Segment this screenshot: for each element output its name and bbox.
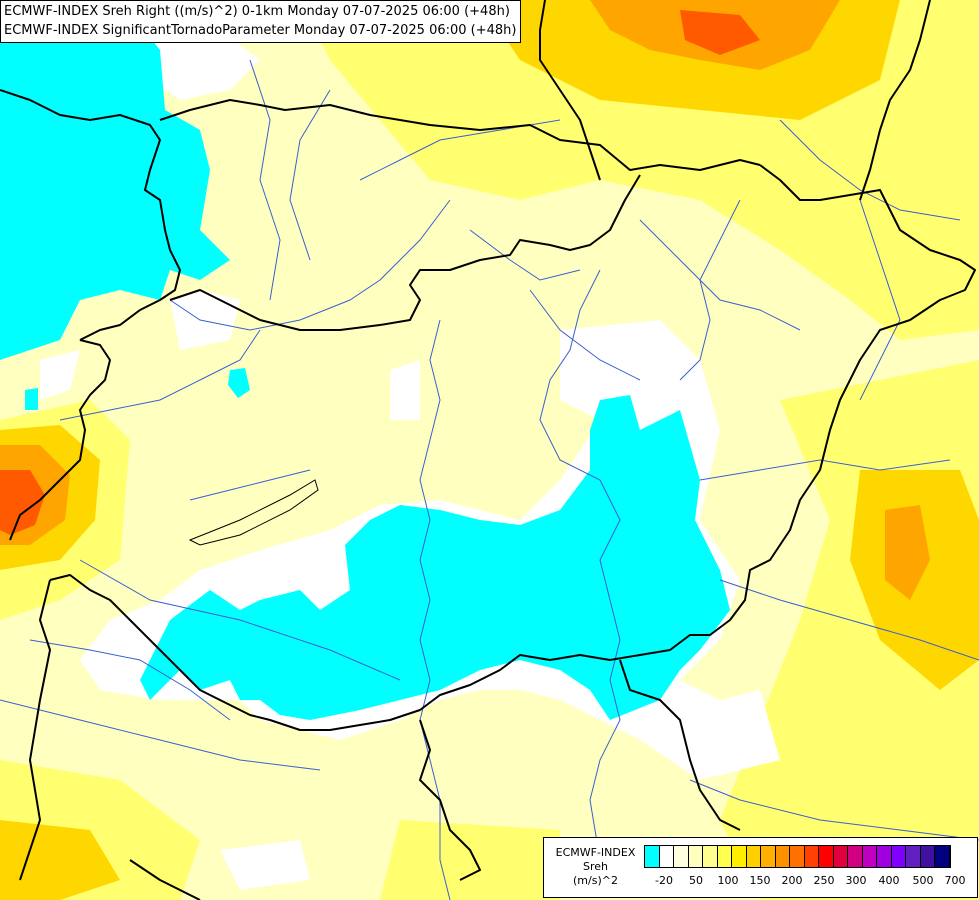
legend-swatch — [645, 846, 660, 867]
legend-swatch — [674, 846, 689, 867]
legend-swatch — [848, 846, 863, 867]
legend-swatch — [819, 846, 834, 867]
legend-swatch — [920, 846, 935, 867]
title-line-2: ECMWF-INDEX SignificantTornadoParameter … — [4, 23, 517, 38]
title-line-1: ECMWF-INDEX Sreh Right ((m/s)^2) 0-1km M… — [4, 4, 510, 19]
legend-swatch — [790, 846, 805, 867]
legend-swatch — [746, 846, 761, 867]
legend-swatches — [644, 845, 951, 868]
legend-tick-label: 700 — [944, 874, 966, 887]
legend-swatch — [732, 846, 747, 867]
legend-swatch — [717, 846, 732, 867]
legend-tick-label: 50 — [689, 874, 703, 887]
legend-title-line-2: Sreh — [582, 860, 608, 873]
legend-tick-label: 250 — [813, 874, 835, 887]
legend-tick-label: 150 — [749, 874, 771, 887]
legend-swatch — [877, 846, 892, 867]
legend-swatch — [935, 846, 950, 867]
legend-tick-label: 100 — [717, 874, 739, 887]
legend-swatch — [862, 846, 877, 867]
legend-title: ECMWF-INDEX Sreh (m/s)^2 — [548, 846, 643, 888]
field-red-orange — [0, 10, 760, 535]
legend-swatch — [891, 846, 906, 867]
legend-tick-label: 200 — [781, 874, 803, 887]
legend-swatch — [906, 846, 921, 867]
lake-outline — [188, 479, 319, 546]
legend-swatch — [833, 846, 848, 867]
legend-tick-label: -20 — [655, 874, 673, 887]
legend-title-line-3: (m/s)^2 — [573, 874, 618, 887]
legend-tick-label: 300 — [845, 874, 867, 887]
legend-tick-label: 500 — [912, 874, 934, 887]
legend-swatch — [775, 846, 790, 867]
legend-ticks: -20 50 100 150 200 250 300 400 500 700 — [644, 874, 974, 890]
color-legend: ECMWF-INDEX Sreh (m/s)^2 -20 50 100 150 200 2… — [543, 837, 978, 898]
legend-tick-label: 400 — [878, 874, 900, 887]
legend-swatch — [659, 846, 674, 867]
rivers — [0, 59, 979, 900]
map-title: ECMWF-INDEX Sreh Right ((m/s)^2) 0-1km M… — [0, 0, 522, 43]
legend-swatch — [804, 846, 819, 867]
legend-title-line-1: ECMWF-INDEX — [555, 846, 636, 859]
legend-swatch — [761, 846, 776, 867]
legend-swatch — [688, 846, 703, 867]
legend-swatch — [703, 846, 718, 867]
